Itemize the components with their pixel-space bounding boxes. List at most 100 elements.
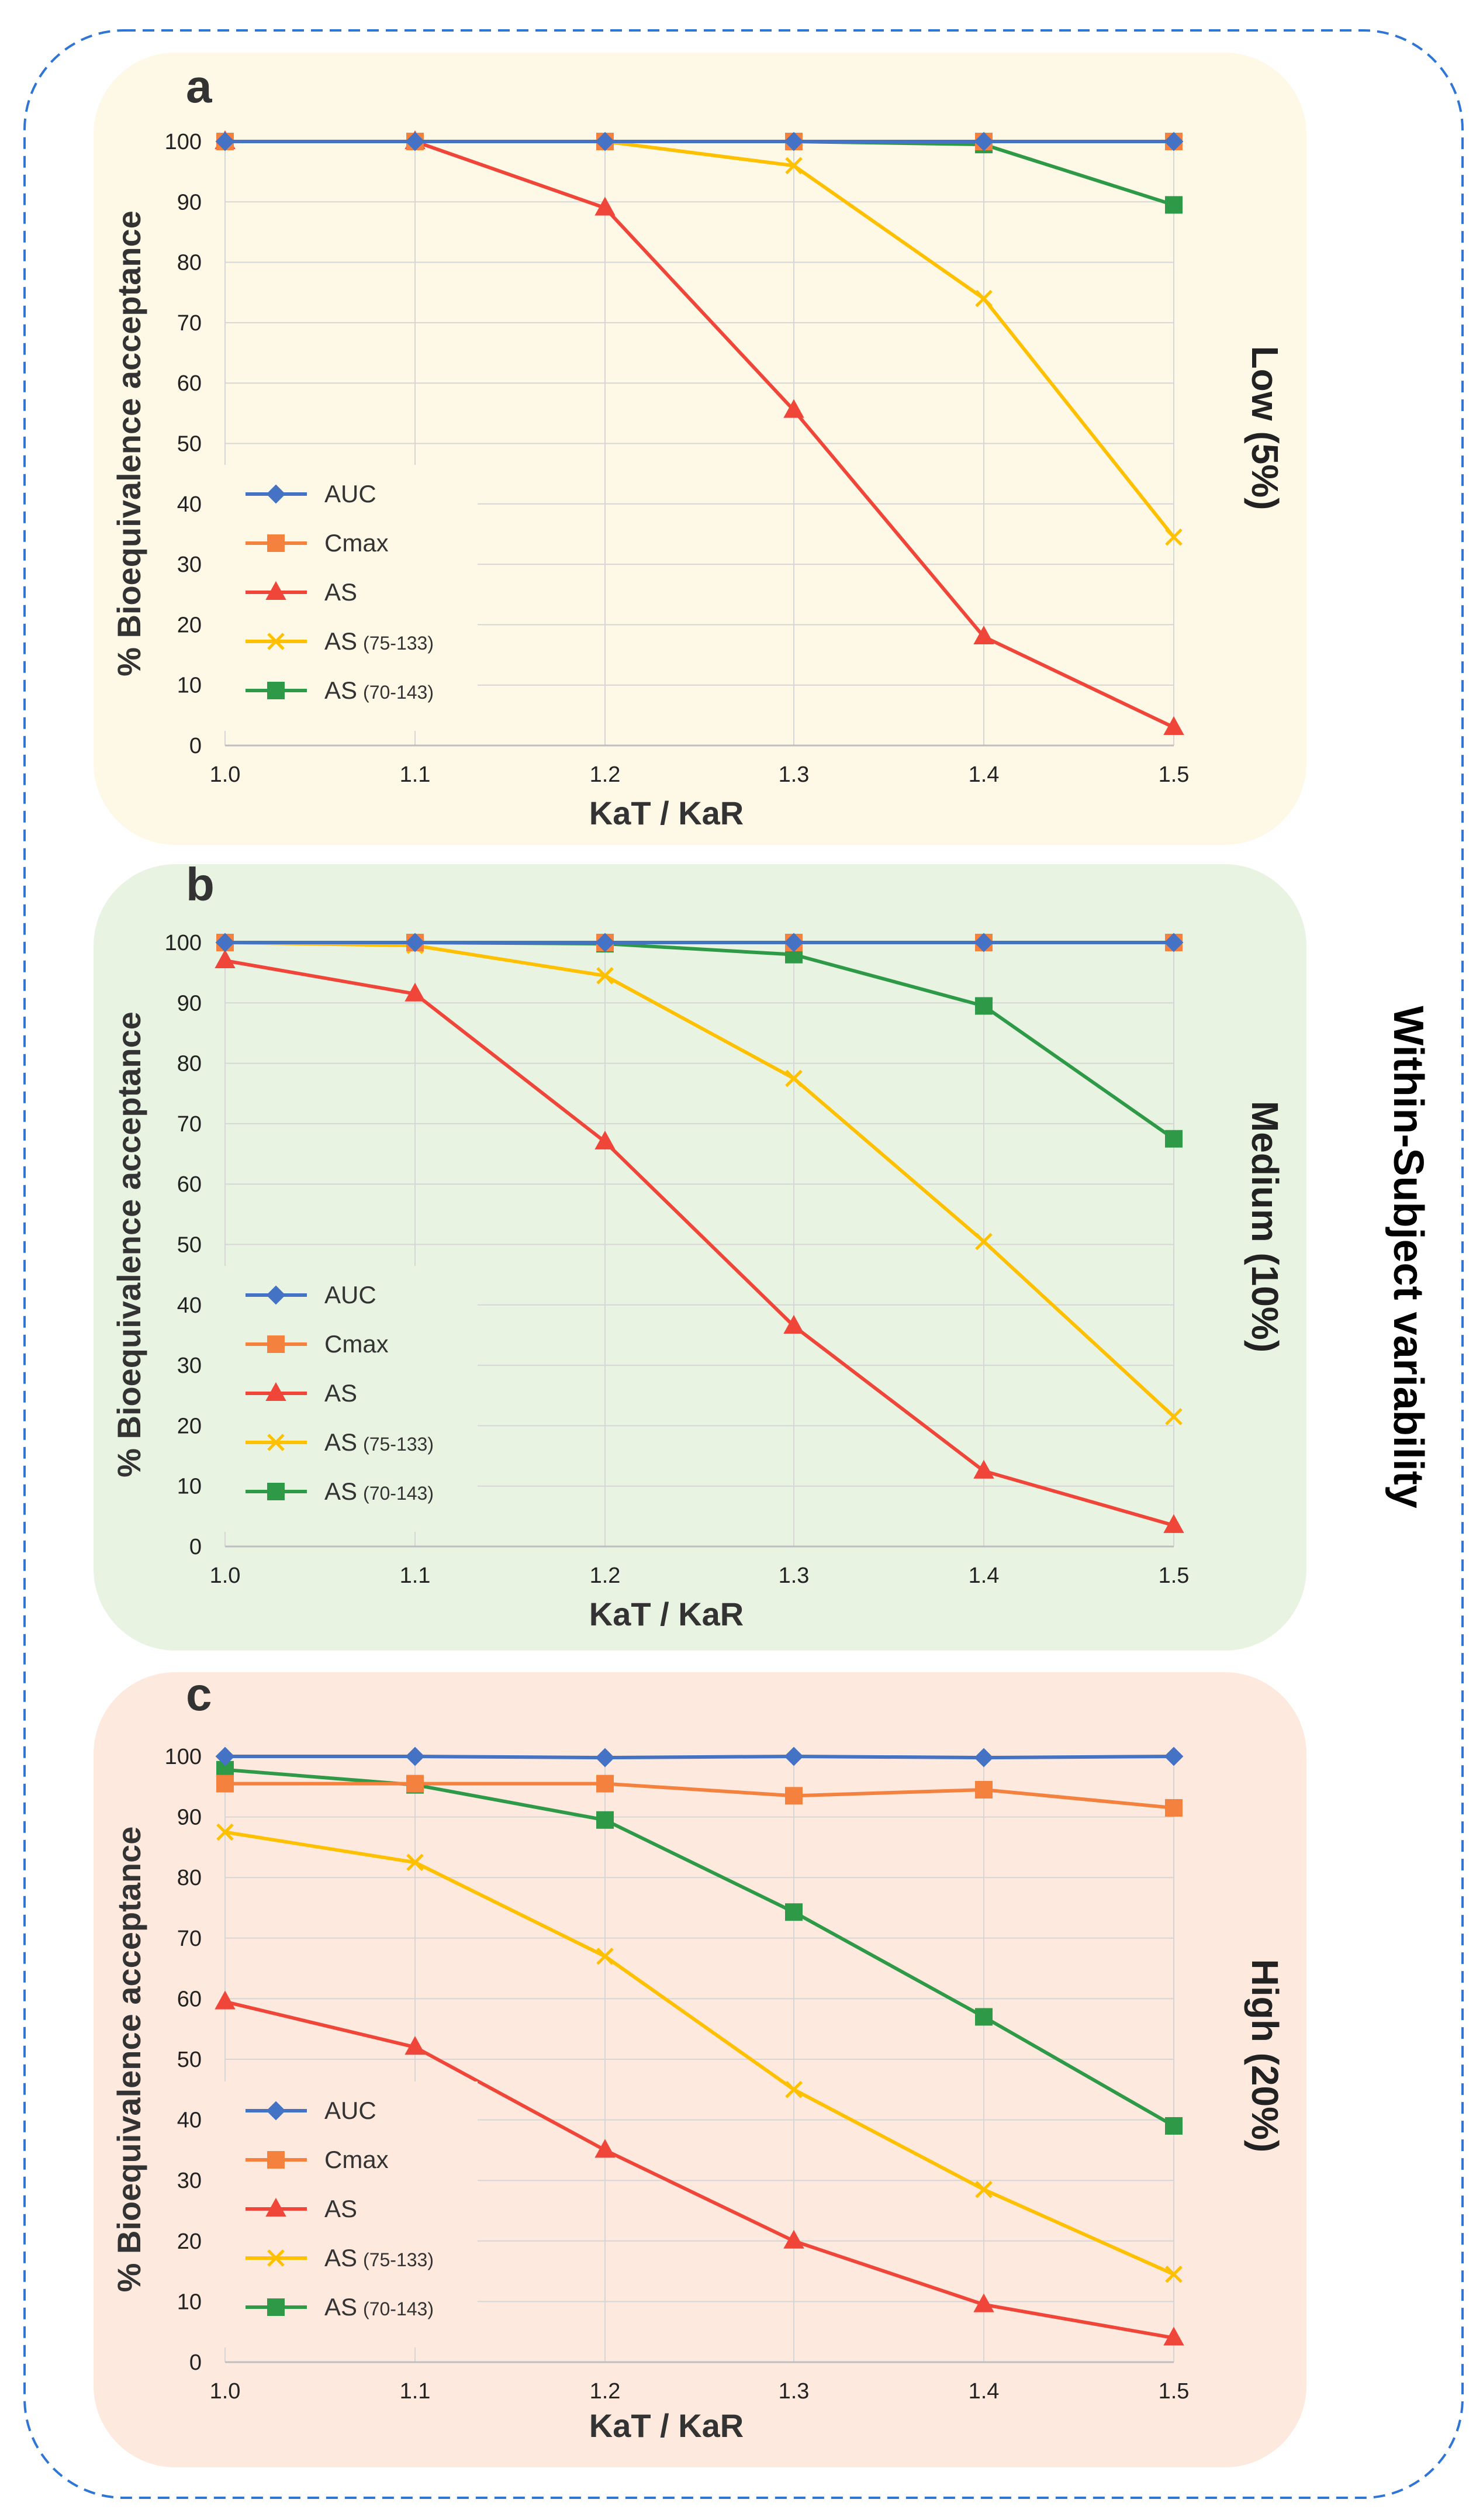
- legend-marker: [267, 2298, 285, 2316]
- series-line-auc: [225, 1755, 1174, 1760]
- y-tick-label: 10: [177, 1475, 202, 1499]
- legend-item-as: AS: [246, 1379, 357, 1407]
- legend-label: AS: [324, 2195, 357, 2222]
- legend-item-cmax: Cmax: [246, 1330, 389, 1358]
- series-line-as: [224, 959, 1174, 1527]
- y-tick-label: 90: [177, 1806, 202, 1830]
- x-tick-label: 1.1: [400, 1563, 431, 1588]
- legend-label: AS: [324, 578, 357, 606]
- data-point-as: [594, 196, 616, 216]
- series-as: [215, 949, 1184, 1533]
- y-tick-label: 40: [177, 1293, 202, 1318]
- y-tick-label: 0: [189, 1535, 202, 1559]
- data-point-as: [973, 2293, 994, 2312]
- y-tick-label: 50: [177, 432, 202, 457]
- x-tick-label: 1.2: [590, 762, 621, 787]
- x-tick-label: 1.0: [210, 1563, 241, 1588]
- legend-label: AS (70-143): [324, 1478, 434, 1505]
- legend: AUC Cmax AS AS (75-133) AS (70-143): [217, 465, 478, 731]
- y-tick-label: 20: [177, 2229, 202, 2254]
- y-tick-label: 100: [165, 1745, 202, 1769]
- data-point-auc: [784, 933, 804, 952]
- y-tick-label: 10: [177, 674, 202, 698]
- data-point-as-75-133: [596, 967, 614, 985]
- data-point-as: [783, 2229, 804, 2249]
- data-point-auc: [405, 132, 425, 151]
- data-point-cmax: [596, 1775, 614, 1793]
- data-point-cmax: [975, 1780, 993, 1798]
- legend-item-as-75-133: AS (75-133): [246, 627, 434, 655]
- data-point-auc: [974, 132, 994, 151]
- y-tick-label: 90: [177, 190, 202, 215]
- variability-level-label: Medium (10%): [1244, 1101, 1286, 1352]
- panel-b-background: [94, 864, 1306, 1651]
- legend-item-as: AS: [246, 2195, 357, 2222]
- variability-level-label: High (20%): [1244, 1959, 1286, 2153]
- x-tick-label: 1.2: [590, 2379, 621, 2404]
- data-point-as-70-143: [1165, 196, 1183, 214]
- y-tick-label: 50: [177, 2048, 202, 2072]
- y-tick-label: 100: [165, 130, 202, 154]
- legend-marker: [267, 633, 285, 650]
- data-point-as: [973, 1459, 994, 1479]
- legend-item-cmax: Cmax: [246, 2146, 389, 2173]
- panel-b: 0 10 20 30 40 50 60 70 80 90 100 1.0 1.1 1.2 1.3 1.4 1.5…: [94, 858, 1306, 1651]
- x-tick-label: 1.3: [779, 762, 810, 787]
- series-auc: [215, 1746, 1184, 1768]
- legend-item-as-75-133: AS (75-133): [246, 2244, 434, 2272]
- data-point-cmax: [216, 1775, 234, 1793]
- variability-level-label: Low (5%): [1244, 346, 1286, 510]
- legend: AUC Cmax AS AS (75-133) AS (70-143): [217, 1266, 478, 1532]
- y-tick-label: 70: [177, 311, 202, 336]
- legend-label: Cmax: [324, 2146, 389, 2173]
- x-tick-label: 1.5: [1159, 762, 1190, 787]
- data-point-auc: [595, 1748, 615, 1768]
- panel-letter: b: [186, 858, 215, 910]
- legend-item-cmax: Cmax: [246, 529, 389, 557]
- y-tick-label: 40: [177, 492, 202, 517]
- x-axis-title: KaT / KaR: [589, 1596, 744, 1632]
- legend-marker: [267, 1483, 285, 1500]
- data-point-as-75-133: [785, 157, 803, 175]
- series-line-as-75-133: [224, 1830, 1175, 2276]
- data-point-as: [215, 1990, 236, 2010]
- legend-item-auc: AUC: [246, 480, 376, 508]
- x-tick-label: 1.0: [210, 762, 241, 787]
- y-tick-label: 50: [177, 1233, 202, 1258]
- data-point-as-75-133: [1165, 2266, 1183, 2283]
- data-point-as-70-143: [1165, 1130, 1183, 1148]
- legend-marker: [266, 1285, 286, 1305]
- legend-marker: [266, 484, 286, 504]
- x-tick-label: 1.0: [210, 2379, 241, 2404]
- legend-marker: [267, 682, 285, 699]
- data-point-as: [405, 982, 426, 1002]
- legend-label: AUC: [324, 1281, 376, 1309]
- x-axis-title: KaT / KaR: [589, 795, 744, 831]
- data-point-auc: [405, 933, 425, 952]
- y-tick-label: 20: [177, 613, 202, 637]
- legend-item-as-75-133: AS (75-133): [246, 1428, 434, 1456]
- legend-label: AS (75-133): [324, 627, 434, 655]
- data-point-auc: [784, 132, 804, 151]
- legend-marker: [266, 2101, 286, 2121]
- legend-marker: [267, 1434, 285, 1451]
- data-point-auc: [974, 933, 994, 952]
- legend-label: AS: [324, 1379, 357, 1407]
- legend-marker: [265, 1382, 286, 1401]
- series-auc: [215, 933, 1184, 952]
- legend-item-auc: AUC: [246, 2097, 376, 2124]
- y-tick-label: 70: [177, 1927, 202, 1951]
- legend-background: [217, 1266, 478, 1532]
- series-auc: [215, 132, 1184, 151]
- data-point-as-70-143: [596, 1811, 614, 1829]
- data-point-auc: [1164, 132, 1184, 151]
- data-point-as-75-133: [216, 1823, 234, 1841]
- data-point-as-70-143: [1165, 2117, 1183, 2135]
- data-point-as-75-133: [785, 2081, 803, 2098]
- y-tick-label: 60: [177, 1987, 202, 2011]
- legend-label: AS (70-143): [324, 2293, 434, 2321]
- panel-letter: c: [186, 1668, 212, 1720]
- data-point-auc: [215, 132, 235, 151]
- panel-c: 0 10 20 30 40 50 60 70 80 90 100 1.0 1.1 1.2 1.3 1.4 1.5…: [94, 1668, 1306, 2467]
